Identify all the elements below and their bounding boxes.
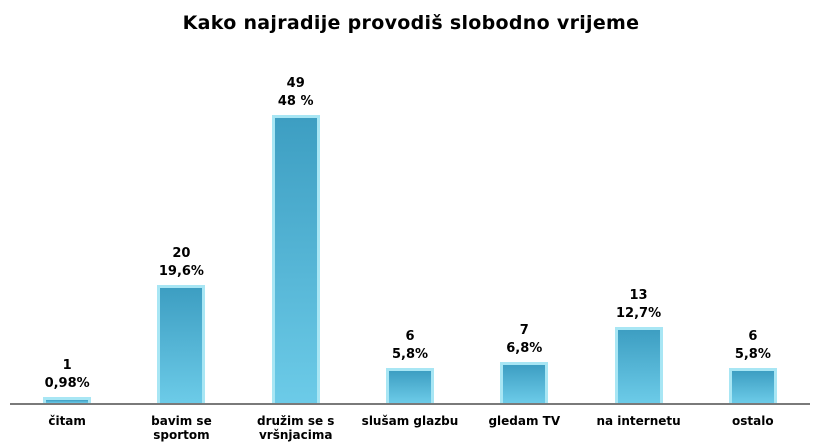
bar (614, 326, 663, 403)
chart-title: Kako najradije provodiš slobodno vrijeme (182, 12, 640, 34)
x-tick-label: družim se s vršnjacima (256, 414, 335, 442)
x-tick-label: bavim se sportom (151, 414, 212, 442)
bar (271, 115, 320, 403)
percent-label: 48 % (277, 94, 314, 109)
value-label: 6 (748, 328, 758, 344)
x-tick-label: ostalo (732, 414, 774, 428)
bar (386, 367, 434, 403)
value-label: 49 (286, 76, 305, 91)
percent-label: 5,8% (391, 346, 429, 362)
x-tick-label: na internetu (596, 414, 681, 428)
x-tick-label: gledam TV (488, 414, 561, 428)
percent-label: 19,6% (158, 264, 204, 280)
bar (43, 397, 92, 403)
bar (500, 361, 549, 403)
bar (728, 367, 777, 403)
value-label: 20 (172, 246, 191, 262)
percent-label: 12,7% (616, 305, 662, 321)
percent-label: 6,8% (506, 340, 543, 356)
value-label: 1 (62, 358, 72, 373)
percent-label: 0,98% (44, 376, 90, 391)
percent-label: 5,8% (734, 346, 771, 362)
bar (157, 285, 206, 403)
x-tick-label: čitam (48, 414, 86, 428)
value-label: 7 (519, 322, 529, 338)
x-axis (10, 403, 810, 405)
value-label: 13 (629, 287, 648, 303)
x-tick-label: slušam glazbu (361, 414, 459, 428)
value-label: 6 (405, 328, 415, 344)
